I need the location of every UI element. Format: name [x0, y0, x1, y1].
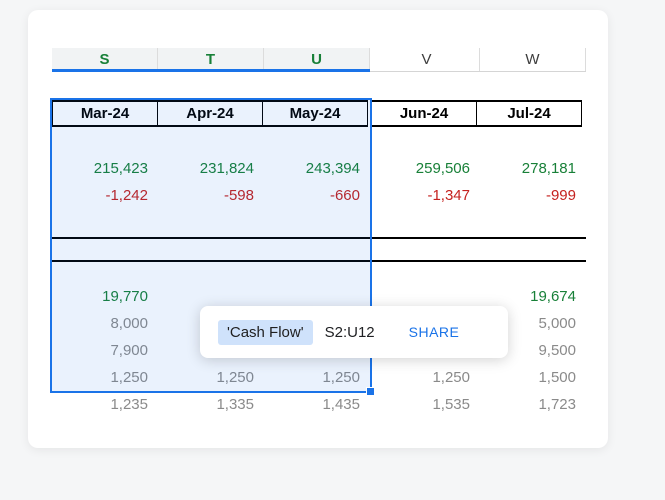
month-header-cell[interactable]: Jul-24 — [476, 100, 582, 127]
table-row: 7,900 9,500 — [52, 337, 586, 364]
table-row — [52, 237, 586, 262]
cell[interactable]: 19,674 — [530, 288, 576, 305]
cell[interactable]: -598 — [223, 187, 254, 204]
month-header-cell[interactable]: May-24 — [262, 100, 368, 127]
cell[interactable] — [158, 127, 264, 155]
cell[interactable]: 1,500 — [538, 369, 576, 386]
month-header-cell[interactable]: Apr-24 — [157, 100, 263, 127]
cell[interactable]: 1,723 — [538, 396, 576, 413]
cell[interactable]: 1,235 — [110, 396, 148, 413]
cell[interactable] — [264, 262, 370, 283]
cell[interactable]: 19,770 — [102, 288, 148, 305]
cell[interactable]: 1,250 — [110, 369, 148, 386]
sheet-name-chip: 'Cash Flow' — [218, 319, 313, 345]
table-row: 1,235 1,335 1,435 1,535 1,723 — [52, 391, 586, 418]
cell[interactable]: 5,000 — [538, 315, 576, 332]
cell[interactable]: 1,435 — [322, 396, 360, 413]
cell[interactable]: 1,250 — [216, 369, 254, 386]
selected-columns-underline — [52, 69, 370, 72]
cell[interactable]: -1,347 — [427, 187, 470, 204]
cell[interactable]: 243,394 — [305, 160, 360, 177]
table-row: 215,423 231,824 243,394 259,506 278,181 — [52, 155, 586, 182]
cell[interactable]: 259,506 — [415, 160, 470, 177]
cell[interactable] — [52, 239, 158, 260]
cell[interactable]: 8,000 — [110, 315, 148, 332]
cell[interactable] — [52, 262, 158, 283]
month-header-cell[interactable]: Jun-24 — [371, 100, 477, 127]
cell[interactable]: -660 — [329, 187, 360, 204]
share-button[interactable]: SHARE — [408, 324, 460, 340]
cell[interactable] — [52, 127, 158, 155]
table-row — [52, 209, 586, 237]
range-tooltip: 'Cash Flow' S2:U12 SHARE — [200, 306, 508, 358]
cell[interactable]: 1,250 — [322, 369, 360, 386]
cell[interactable]: 9,500 — [538, 342, 576, 359]
range-text: S2:U12 — [324, 323, 375, 341]
cell[interactable] — [158, 239, 264, 260]
cell[interactable] — [480, 239, 586, 260]
table-row: 19,770 19,674 — [52, 283, 586, 310]
cell[interactable] — [480, 209, 586, 237]
cell[interactable] — [480, 127, 586, 155]
cell[interactable]: -999 — [545, 187, 576, 204]
cell[interactable] — [374, 209, 480, 237]
fill-handle[interactable] — [366, 387, 375, 396]
cell[interactable]: 1,535 — [432, 396, 470, 413]
cell[interactable] — [158, 262, 264, 283]
column-header-W[interactable]: W — [480, 48, 586, 72]
cell[interactable]: 1,335 — [216, 396, 254, 413]
column-header-U[interactable]: U — [264, 48, 370, 72]
table-row: -1,242 -598 -660 -1,347 -999 — [52, 182, 586, 209]
cell[interactable] — [480, 262, 586, 283]
cell[interactable]: -1,242 — [105, 187, 148, 204]
table-row — [52, 262, 586, 283]
cell[interactable] — [264, 127, 370, 155]
grid-rows: 215,423 231,824 243,394 259,506 278,181 -1,24… — [52, 127, 586, 418]
cell[interactable] — [264, 239, 370, 260]
cell[interactable]: 1,250 — [432, 369, 470, 386]
cell[interactable] — [374, 262, 480, 283]
cell[interactable] — [158, 209, 264, 237]
column-header-V[interactable]: V — [374, 48, 480, 72]
month-header-cell[interactable]: Mar-24 — [52, 100, 158, 127]
cell[interactable] — [52, 209, 158, 237]
month-header-row: Mar-24 Apr-24 May-24 Jun-24 Jul-24 — [52, 100, 586, 127]
column-header-T[interactable]: T — [158, 48, 264, 72]
table-row: 8,000 5,000 — [52, 310, 586, 337]
cell[interactable]: 231,824 — [199, 160, 254, 177]
cell[interactable]: 215,423 — [93, 160, 148, 177]
column-header-S[interactable]: S — [52, 48, 158, 72]
cell[interactable] — [374, 239, 480, 260]
table-row — [52, 127, 586, 155]
cell[interactable] — [264, 209, 370, 237]
table-row: 1,250 1,250 1,250 1,250 1,500 — [52, 364, 586, 391]
cell[interactable]: 278,181 — [521, 160, 576, 177]
cell[interactable] — [374, 127, 480, 155]
cell[interactable]: 7,900 — [110, 342, 148, 359]
